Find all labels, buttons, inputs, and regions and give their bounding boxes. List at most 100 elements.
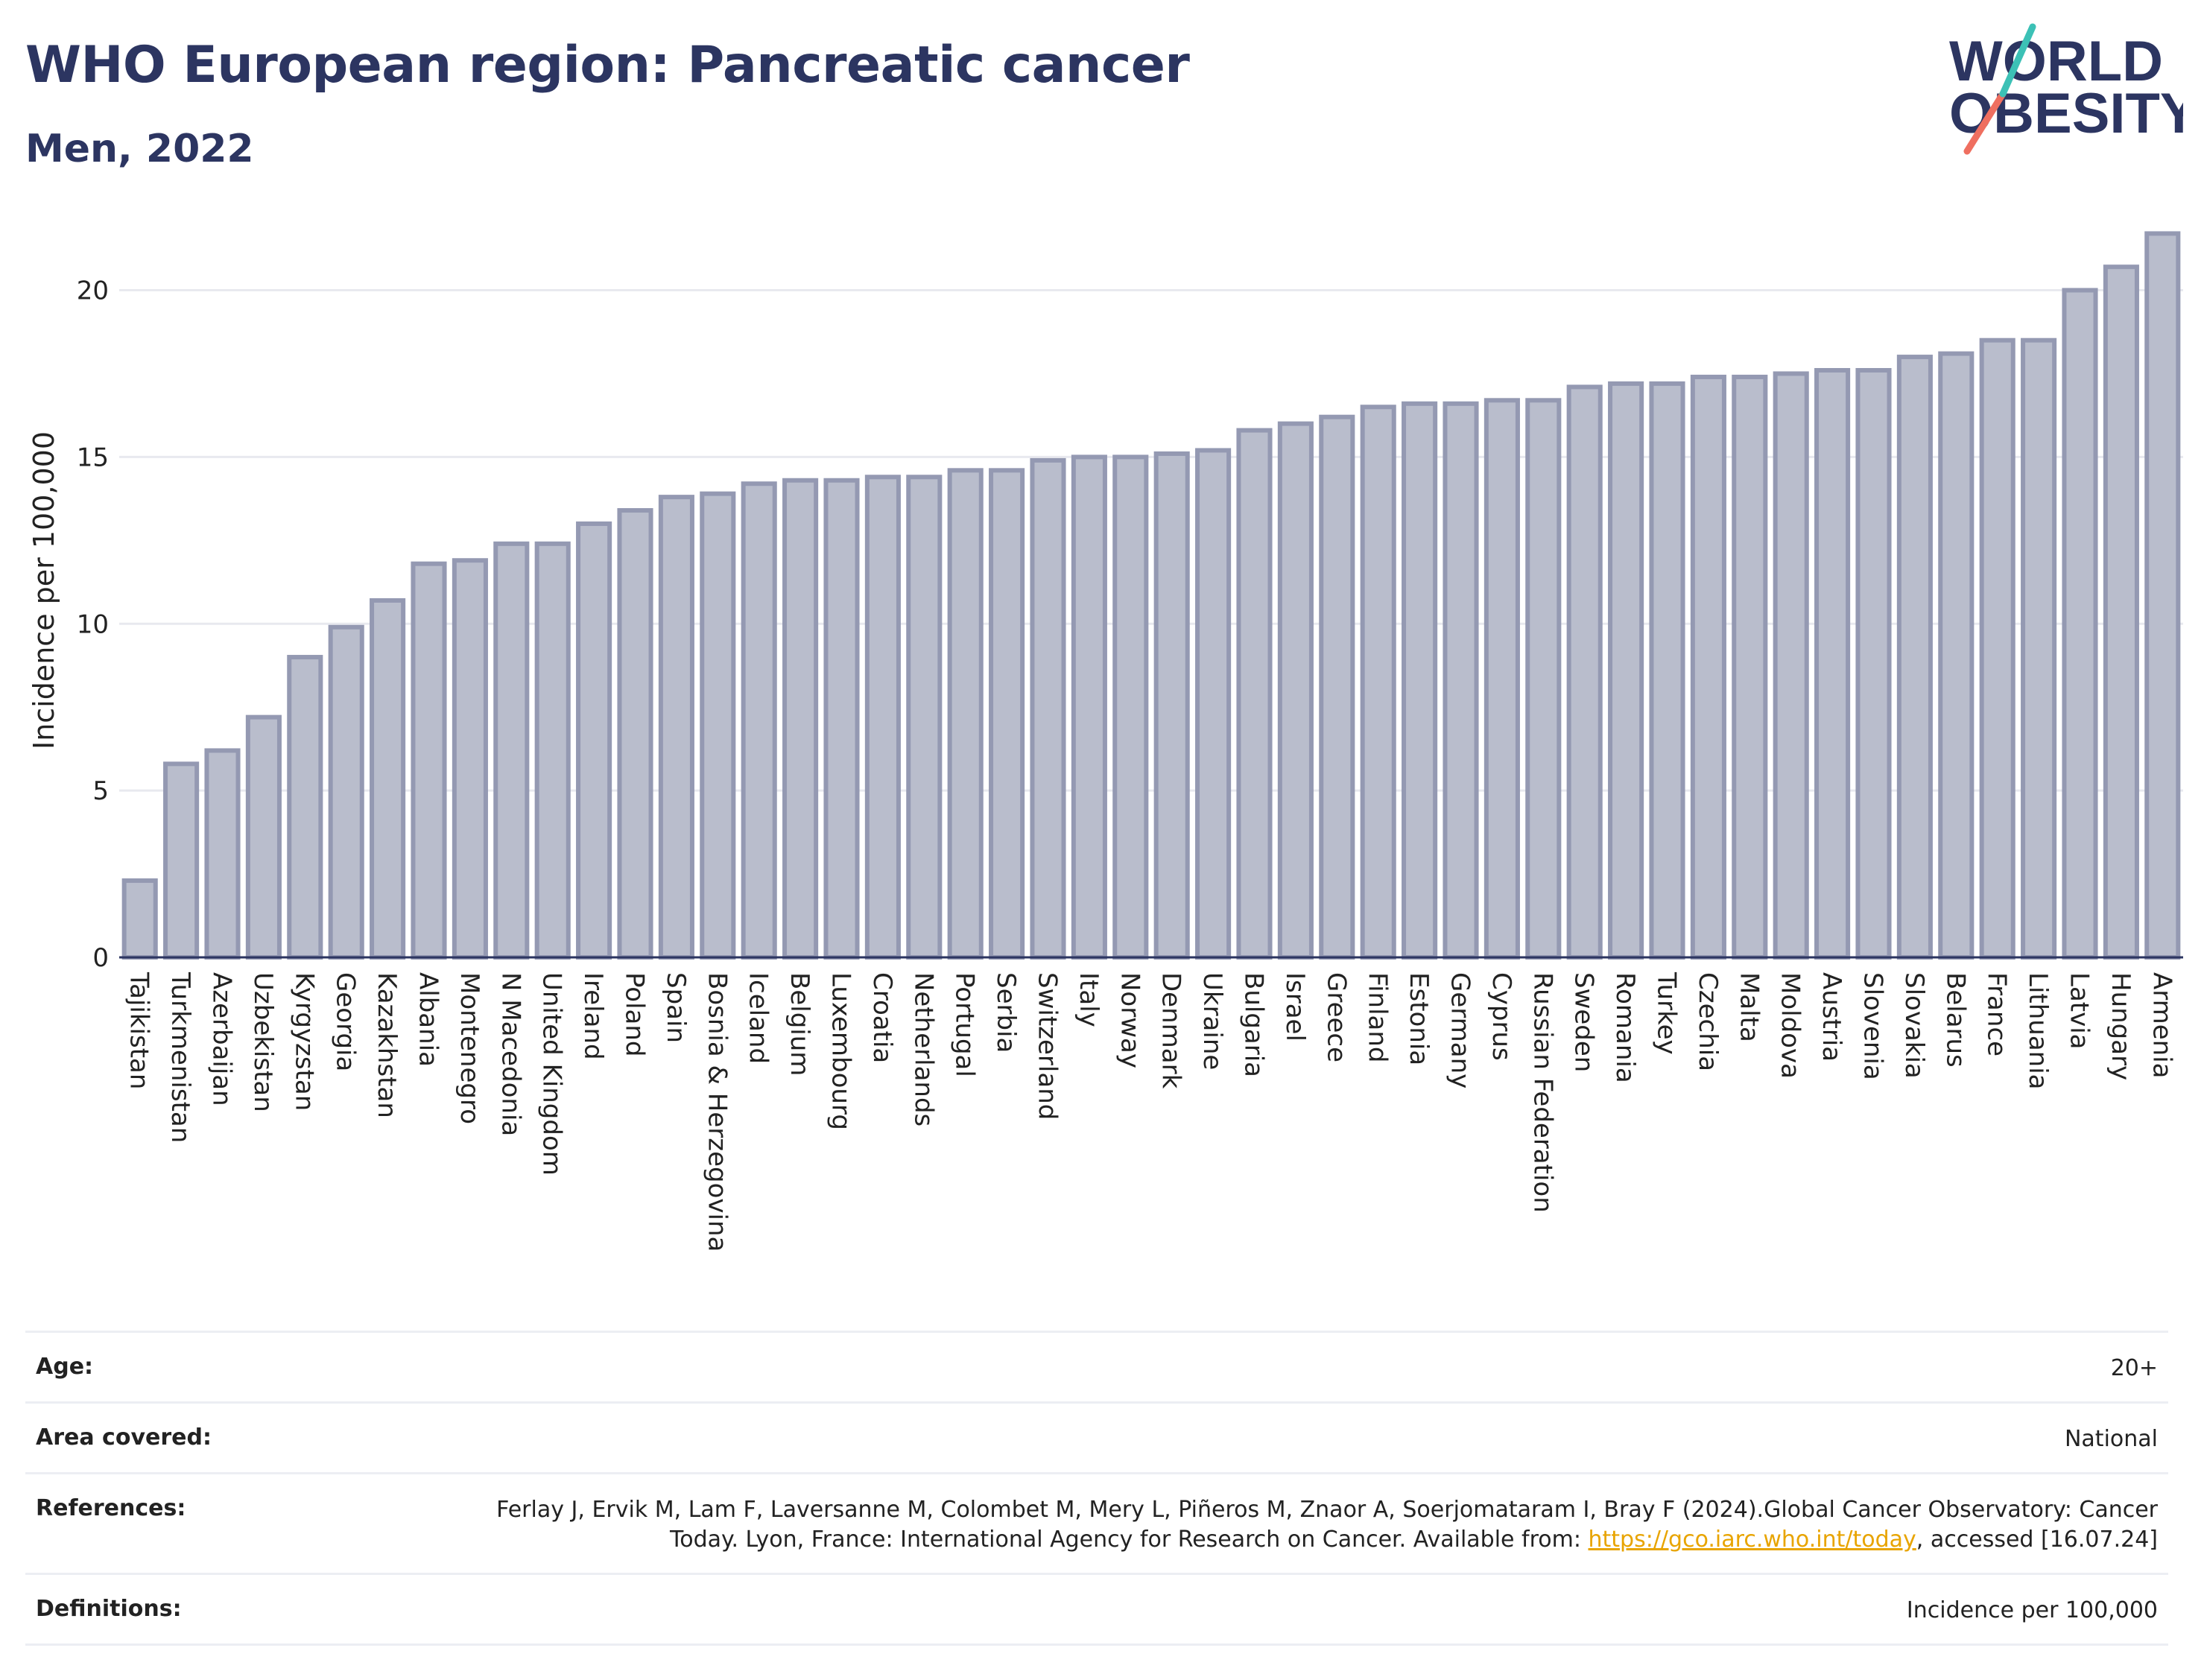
bar [782,478,819,960]
x-tick-label: Kazakhstan [372,972,402,1118]
bar [1690,374,1726,960]
x-tick-label: Iceland [744,972,773,1064]
x-tick-label: N Macedonia [495,972,525,1136]
chart-subtitle: Men, 2022 [25,127,254,171]
bar [2144,231,2181,960]
bar [741,481,777,960]
bar-chart: 0 5 10 15 20 Incidence per 100,000 Tajikistan T… [28,231,2183,1252]
x-tick-label: Norway [1115,972,1144,1068]
bar [1938,351,1975,960]
references-value: Ferlay J, Ervik M, Lam F, Laversanne M, … [444,1495,2158,1555]
bar [906,475,943,960]
bar [411,561,447,960]
x-tick-label: Poland [620,972,650,1057]
bar [493,541,530,960]
x-tick-label: Portugal [950,972,980,1077]
y-tick-label: 20 [77,276,109,306]
world-obesity-logo: WORLD OBESITY [1937,21,2198,162]
logo-word-2: OBESITY [1949,82,2183,145]
bar [2103,264,2139,960]
references-tail: , accessed [16.07.24] [1916,1527,2158,1553]
bar [1402,401,1438,960]
definitions-label: Definitions: [36,1596,182,1622]
age-label: Age: [36,1354,94,1380]
bar [1443,401,1479,960]
bar [452,558,488,960]
y-axis-label: Incidence per 100,000 [28,431,60,749]
x-tick-label: Slovakia [1899,972,1929,1079]
y-tick-label: 5 [92,776,109,806]
bar [947,468,984,960]
bar [658,495,694,960]
bar [1608,381,1644,960]
bar [617,508,653,960]
x-tick-label: Finland [1363,972,1393,1063]
x-tick-label: Ireland [578,972,608,1060]
bar [1483,398,1520,960]
bar [1896,355,1933,960]
bar [1195,448,1232,960]
x-tick-label: Bulgaria [1239,972,1269,1077]
x-tick-label: Kyrgyzstan [289,972,319,1111]
x-tick-label: Georgia [331,972,361,1071]
x-tick-label: Ukraine [1197,972,1227,1070]
x-tick-label: Montenegro [455,972,484,1124]
x-tick-label: Turkey [1652,971,1682,1055]
x-tick-label: Sweden [1569,972,1599,1072]
bar [121,878,158,960]
y-tick-label: 15 [77,443,109,472]
y-tick-label: 0 [92,943,109,973]
x-tick-label: Azerbaijan [207,972,237,1106]
bar [1030,457,1066,960]
x-tick-label: Belarus [1940,972,1970,1068]
x-tick-label: Malta [1734,972,1764,1042]
x-tick-label: Spain [661,972,691,1043]
bar [2062,288,2098,960]
x-tick-label: France [1982,972,2012,1056]
bar [1153,451,1190,960]
bar [1979,337,2015,960]
bar [1112,454,1149,960]
bar [1071,454,1107,960]
x-tick-label: Russian Federation [1527,972,1557,1213]
bar [163,761,200,960]
x-tick-label: Armenia [2147,972,2176,1079]
x-tick-label: Cyprus [1486,972,1516,1061]
bar [989,468,1025,960]
x-tick-label: Italy [1074,972,1103,1027]
bar [823,478,860,960]
bar [204,748,241,960]
references-link[interactable]: https://gco.iarc.who.int/today [1588,1527,1916,1553]
x-tick-label: Czechia [1693,972,1723,1071]
y-tick-label: 10 [77,609,109,639]
bar [864,475,901,960]
x-tick-label: Turkmenistan [165,971,195,1143]
x-tick-label: Tajikistan [124,971,154,1089]
bar [1360,405,1396,960]
bar [328,624,364,960]
age-value: 20+ [2110,1355,2158,1381]
logo-word-1: WORLD [1949,30,2163,93]
info-row-age: Age: 20+ [25,1331,2168,1401]
chart-title: WHO European region: Pancreatic cancer [25,36,1190,95]
x-tick-label: Albania [414,972,443,1067]
references-label: References: [36,1495,186,1521]
x-tick-label: Moldova [1776,972,1805,1079]
x-tick-label: Israel [1280,972,1310,1042]
x-tick-label: Romania [1610,972,1640,1083]
x-tick-label: United Kingdom [537,972,567,1176]
area-value: National [2064,1426,2158,1452]
x-tick-label: Estonia [1404,972,1434,1065]
bar [1732,374,1768,960]
references-text: Ferlay J, Ervik M, Lam F, Laversanne M, … [496,1497,2158,1553]
info-row-definitions: Definitions: Incidence per 100,000 [25,1573,2168,1646]
bar [1814,368,1851,960]
bar [1236,428,1273,960]
x-tick-label: Luxembourg [826,972,856,1130]
x-tick-label: Denmark [1156,972,1186,1089]
bar [1566,384,1603,960]
bar [1855,368,1892,960]
x-tick-label: Austria [1817,972,1846,1062]
bar [370,597,406,960]
x-tick-label: Switzerland [1033,972,1063,1120]
